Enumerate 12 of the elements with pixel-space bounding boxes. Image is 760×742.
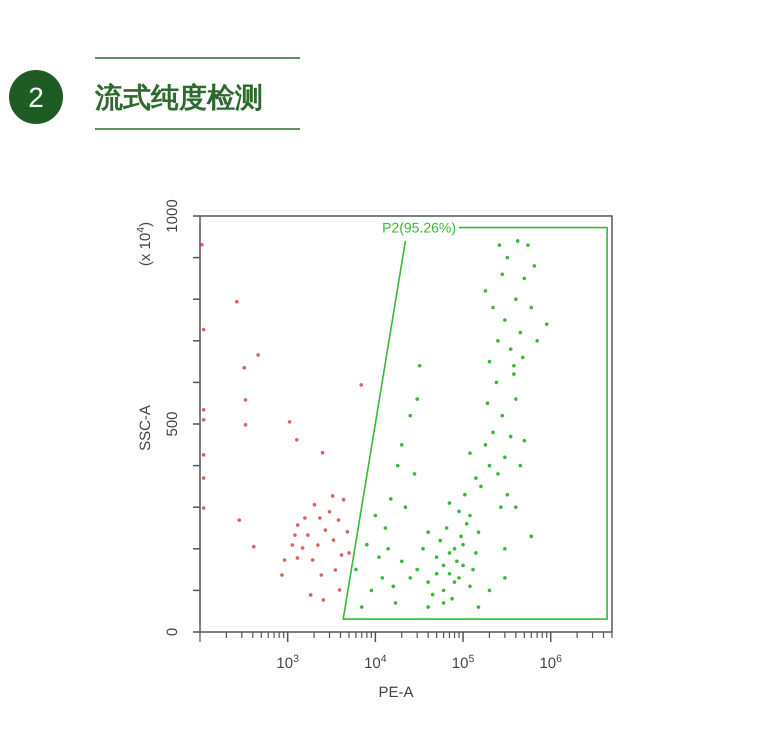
text: 2 — [28, 82, 44, 113]
x-tick-label: 10$^{6}$ — [539, 653, 562, 672]
chart-title: 流式纯度检测 — [94, 82, 263, 113]
y-tick-label: 0 — [164, 628, 181, 636]
y-tick-label: 500 — [164, 411, 181, 437]
y-tick-label: 1000 — [164, 199, 181, 233]
x-tick-label: 10$^{5}$ — [452, 653, 474, 672]
x-tick-label: 10$^{4}$ — [364, 653, 387, 672]
series-label: P2(95.26%) — [382, 220, 456, 236]
y-axis-title: SSC-A — [137, 405, 154, 451]
x-tick-label: 10$^{3}$ — [276, 653, 300, 672]
x-axis-title: PE-A — [378, 684, 414, 701]
